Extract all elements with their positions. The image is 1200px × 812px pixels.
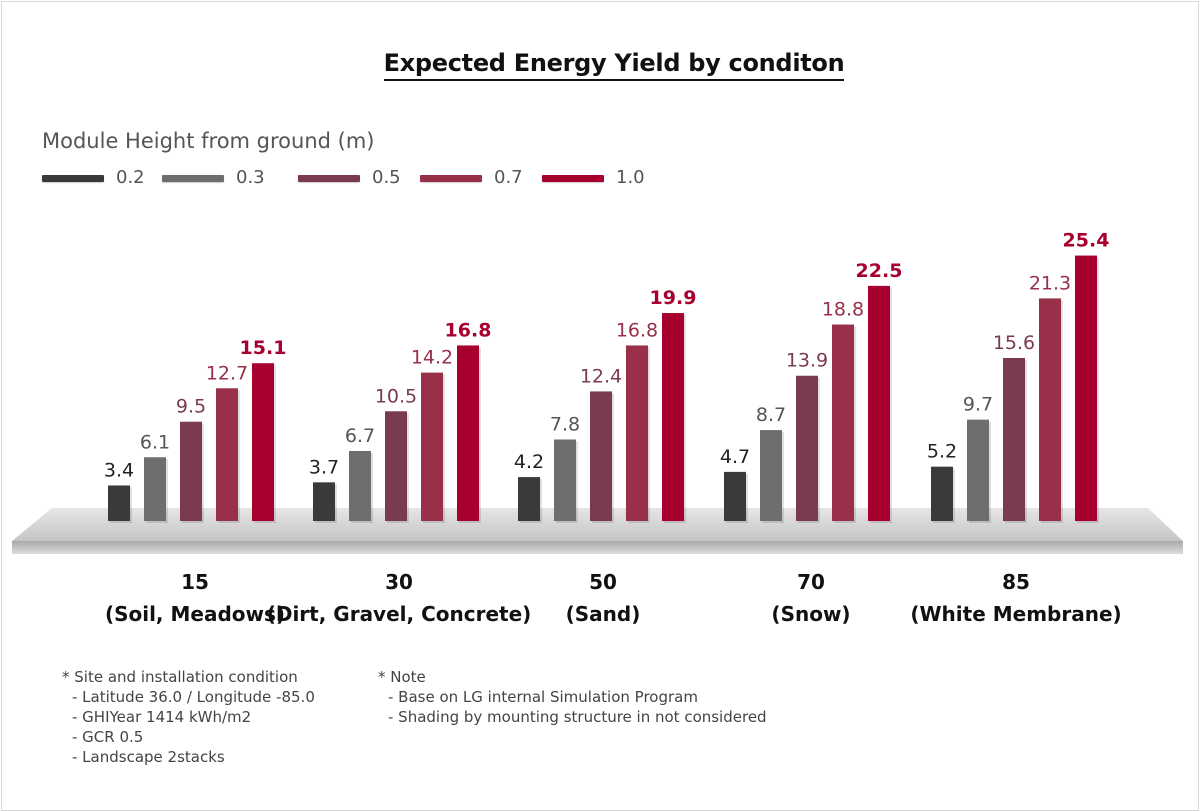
bar <box>796 375 818 521</box>
bar <box>385 411 407 521</box>
category-label: 50 (Sand) <box>463 566 743 630</box>
data-label: 14.2 <box>411 347 453 369</box>
chart-title: Expected Energy Yield by conditon <box>0 49 1200 81</box>
bar <box>180 421 202 521</box>
category-sublabel: (Sand) <box>565 602 641 626</box>
data-label: 15.1 <box>240 337 287 359</box>
chart-title-text: Expected Energy Yield by conditon <box>383 49 845 81</box>
bar <box>590 391 612 521</box>
note-line: - Base on LG internal Simulation Program <box>388 688 698 706</box>
legend-swatch <box>162 175 224 182</box>
data-label: 7.8 <box>550 413 580 435</box>
legend-swatch <box>420 175 482 182</box>
category-label: 30 (Dirt, Gravel, Concrete) <box>259 566 539 630</box>
bar <box>518 477 540 521</box>
data-label: 4.2 <box>514 451 544 473</box>
data-label: 19.9 <box>650 287 697 309</box>
category-label: 70 (Snow) <box>671 566 951 630</box>
data-label: 16.8 <box>616 319 658 341</box>
legend-swatch <box>542 175 604 182</box>
bar <box>313 482 335 521</box>
legend-swatch <box>298 175 360 182</box>
bar <box>832 324 854 521</box>
category-value: 30 <box>385 570 413 594</box>
bar <box>626 345 648 521</box>
legend-label: 0.7 <box>494 167 523 188</box>
legend-label: 0.5 <box>372 167 401 188</box>
bar <box>349 450 371 521</box>
chart-base-edge <box>12 541 1183 554</box>
notes-general: * Note - Base on LG internal Simulation … <box>378 667 767 727</box>
data-label: 25.4 <box>1063 230 1110 252</box>
data-label: 12.4 <box>580 365 622 387</box>
bar <box>216 388 238 521</box>
legend-label: 1.0 <box>616 167 645 188</box>
category-sublabel: (Soil, Meadows) <box>104 602 286 626</box>
bar <box>457 345 479 521</box>
bar <box>1075 255 1097 521</box>
data-label: 8.7 <box>756 404 786 426</box>
data-label: 21.3 <box>1029 272 1071 294</box>
data-label: 6.7 <box>345 425 375 447</box>
data-label: 10.5 <box>375 385 417 407</box>
data-label: 22.5 <box>856 260 903 282</box>
bar <box>662 313 684 521</box>
legend-swatch <box>42 175 104 182</box>
bar <box>931 466 953 521</box>
note-line: - GHIYear 1414 kWh/m2 <box>72 708 252 726</box>
note-line: - Shading by mounting structure in not c… <box>388 708 767 726</box>
legend-label: 0.3 <box>236 167 265 188</box>
bar <box>1003 357 1025 521</box>
data-label: 6.1 <box>140 431 170 453</box>
data-label: 3.4 <box>104 459 134 481</box>
category-value: 85 <box>1002 570 1030 594</box>
bar <box>421 372 443 521</box>
bar <box>1039 298 1061 521</box>
bar <box>252 363 274 521</box>
notes-site-condition: * Site and installation condition - Lati… <box>62 667 315 767</box>
note-line: - Latitude 36.0 / Longitude -85.0 <box>72 688 315 706</box>
data-label: 15.6 <box>993 332 1035 354</box>
bar <box>724 471 746 521</box>
bar <box>144 457 166 521</box>
bar <box>967 419 989 521</box>
category-label: 15 (Soil, Meadows) <box>55 566 335 630</box>
note-line: - GCR 0.5 <box>72 728 144 746</box>
bar <box>554 439 576 521</box>
legend-label: 0.2 <box>116 167 145 188</box>
chart-base-top <box>12 508 1183 541</box>
data-label: 9.5 <box>176 396 206 418</box>
data-label: 5.2 <box>927 441 957 463</box>
bar <box>760 430 782 521</box>
category-value: 50 <box>589 570 617 594</box>
category-sublabel: (Dirt, Gravel, Concrete) <box>266 602 532 626</box>
bar <box>868 285 890 521</box>
data-label: 13.9 <box>786 350 828 372</box>
legend-title: Module Height from ground (m) <box>42 129 375 153</box>
data-label: 16.8 <box>445 319 492 341</box>
data-label: 9.7 <box>963 394 993 416</box>
data-label: 18.8 <box>822 299 864 321</box>
note-line: - Landscape 2stacks <box>72 748 225 766</box>
note-heading: * Note <box>378 668 426 686</box>
category-sublabel: (Snow) <box>771 602 851 626</box>
category-value: 70 <box>797 570 825 594</box>
data-label: 4.7 <box>720 446 750 468</box>
category-value: 15 <box>181 570 209 594</box>
data-label: 12.7 <box>206 362 248 384</box>
category-label: 85 (White Membrane) <box>876 566 1156 630</box>
data-label: 3.7 <box>309 456 339 478</box>
category-sublabel: (White Membrane) <box>910 602 1122 626</box>
bar <box>108 485 130 521</box>
note-heading: * Site and installation condition <box>62 668 298 686</box>
